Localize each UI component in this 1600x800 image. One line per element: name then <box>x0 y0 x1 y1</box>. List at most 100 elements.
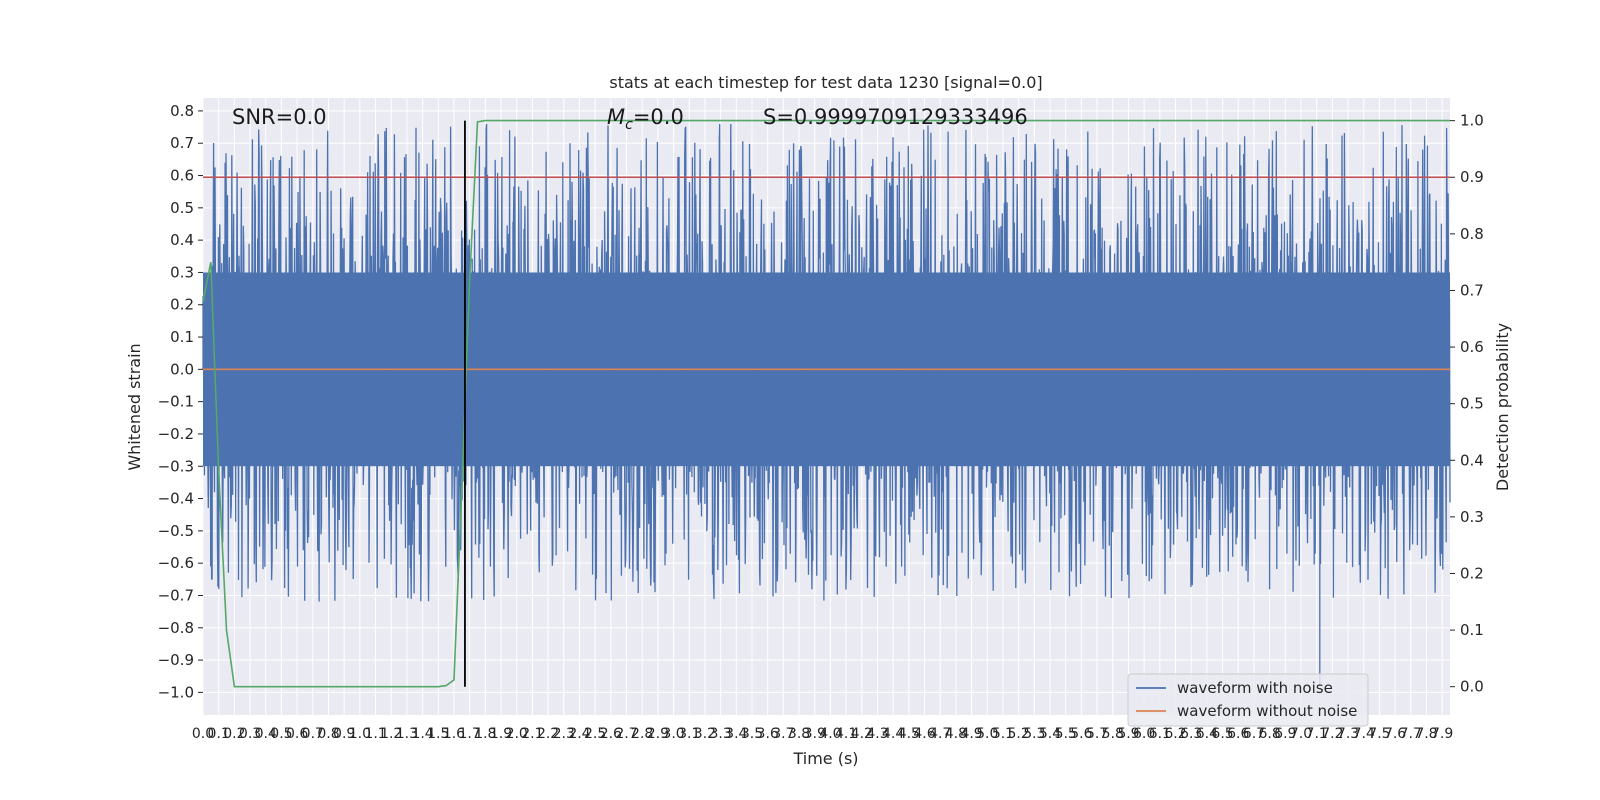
x-tick-label: 0.5 <box>270 726 292 742</box>
x-tick-label: 0.6 <box>286 726 308 742</box>
y-tick-label: 0.0 <box>170 360 194 378</box>
x-tick-label: 6.2 <box>1164 726 1186 742</box>
x-tick-label: 1.3 <box>396 726 418 742</box>
x-tick-label: 6.7 <box>1243 726 1265 742</box>
y2-tick-label: 0.3 <box>1460 508 1484 526</box>
x-tick-label: 1.7 <box>459 726 481 742</box>
x-tick-label: 5.5 <box>1055 726 1077 742</box>
x-tick-label: 6.5 <box>1211 726 1233 742</box>
x-tick-label: 2.5 <box>584 726 606 742</box>
x-tick-label: 1.9 <box>490 726 512 742</box>
chirp-mass-symbol: M <box>607 105 625 129</box>
x-tick-label: 7.9 <box>1431 726 1453 742</box>
x-tick-label: 0.1 <box>208 726 230 742</box>
x-tick-label: 1.5 <box>427 726 449 742</box>
y-tick-label: −0.6 <box>158 554 194 572</box>
x-tick-label: 7.5 <box>1368 726 1390 742</box>
y2-tick-label: 0.5 <box>1460 395 1484 413</box>
x-tick-label: 2.3 <box>553 726 575 742</box>
x-tick-label: 4.1 <box>835 726 857 742</box>
x-tick-label: 2.0 <box>506 726 528 742</box>
legend-label-waveform-without-noise: waveform without noise <box>1177 702 1357 720</box>
y-tick-label: −0.2 <box>158 425 194 443</box>
x-tick-label: 5.6 <box>1070 726 1092 742</box>
x-tick-label: 7.7 <box>1400 726 1422 742</box>
y-tick-label: 0.8 <box>170 102 194 120</box>
y2-tick-label: 0.9 <box>1460 168 1484 186</box>
y2-tick-label: 0.2 <box>1460 564 1484 582</box>
x-tick-label: 5.2 <box>1008 726 1030 742</box>
y2-tick-label: 0.4 <box>1460 451 1484 469</box>
x-tick-label: 4.0 <box>819 726 841 742</box>
x-tick-label: 7.2 <box>1321 726 1343 742</box>
x-tick-label: 6.3 <box>1180 726 1202 742</box>
x-tick-label: 7.3 <box>1337 726 1359 742</box>
x-tick-label: 2.1 <box>521 726 543 742</box>
y-tick-label: −0.3 <box>158 457 194 475</box>
x-tick-label: 2.9 <box>647 726 669 742</box>
x-axis-ticks: 0.00.10.20.30.40.50.60.70.80.91.01.11.21… <box>192 726 1453 742</box>
x-tick-label: 0.7 <box>302 726 324 742</box>
x-tick-label: 1.2 <box>380 726 402 742</box>
x-tick-label: 6.6 <box>1227 726 1249 742</box>
y2-tick-label: 1.0 <box>1460 112 1484 130</box>
y2-tick-label: 0.0 <box>1460 678 1484 696</box>
x-tick-label: 7.8 <box>1415 726 1437 742</box>
x-tick-label: 3.5 <box>741 726 763 742</box>
x-tick-label: 1.0 <box>349 726 371 742</box>
x-tick-label: 3.8 <box>788 726 810 742</box>
x-tick-label: 4.8 <box>945 726 967 742</box>
x-tick-label: 4.6 <box>913 726 935 742</box>
legend-box <box>1127 673 1369 727</box>
x-tick-label: 6.4 <box>1196 726 1218 742</box>
x-tick-label: 4.5 <box>898 726 920 742</box>
x-axis-label: Time (s) <box>792 749 858 768</box>
y-tick-label: −0.5 <box>158 522 194 540</box>
y-tick-label: 0.2 <box>170 296 194 314</box>
x-tick-label: 0.8 <box>317 726 339 742</box>
x-tick-label: 5.4 <box>1039 726 1061 742</box>
x-tick-label: 3.2 <box>694 726 716 742</box>
x-tick-label: 4.4 <box>882 726 904 742</box>
y2-tick-label: 0.8 <box>1460 225 1484 243</box>
y2-axis-ticks: 0.0 0.1 0.2 0.3 0.4 0.5 0.6 0.7 0.8 0.9 1.0 <box>1450 112 1484 696</box>
x-tick-label: 1.1 <box>364 726 386 742</box>
x-tick-label: 0.0 <box>192 726 214 742</box>
x-tick-label: 6.1 <box>1149 726 1171 742</box>
y-tick-label: 0.7 <box>170 134 194 152</box>
x-tick-label: 5.0 <box>976 726 998 742</box>
y-tick-label: −0.9 <box>158 651 194 669</box>
y2-tick-label: 0.6 <box>1460 338 1484 356</box>
x-tick-label: 4.3 <box>866 726 888 742</box>
y-tick-label: −1.0 <box>158 683 194 701</box>
chirp-mass-subscript: c <box>625 117 633 133</box>
y-tick-label: 0.3 <box>170 263 194 281</box>
x-tick-label: 3.3 <box>709 726 731 742</box>
x-tick-label: 0.2 <box>223 726 245 742</box>
x-tick-label: 3.6 <box>757 726 779 742</box>
chirp-mass-value: =0.0 <box>633 105 684 129</box>
x-tick-label: 2.8 <box>631 726 653 742</box>
chirp-mass-annotation: Mc=0.0 <box>607 105 684 133</box>
x-tick-label: 2.6 <box>600 726 622 742</box>
x-tick-label: 6.0 <box>1133 726 1155 742</box>
y-tick-label: 0.4 <box>170 231 194 249</box>
x-tick-label: 2.7 <box>615 726 637 742</box>
y-tick-label: −0.4 <box>158 490 194 508</box>
y2-tick-label: 0.1 <box>1460 621 1484 639</box>
x-tick-label: 5.7 <box>1086 726 1108 742</box>
x-tick-label: 1.8 <box>474 726 496 742</box>
snr-annotation: SNR=0.0 <box>232 105 327 129</box>
x-tick-label: 7.0 <box>1290 726 1312 742</box>
y2-axis-label: Detection probability <box>1493 323 1512 491</box>
x-tick-label: 0.3 <box>239 726 261 742</box>
y-tick-label: −0.1 <box>158 393 194 411</box>
y-axis-label: Whitened strain <box>125 343 144 470</box>
y-tick-label: −0.7 <box>158 586 194 604</box>
score-annotation: S=0.9999709129333496 <box>763 105 1028 129</box>
series-detection-probability <box>202 119 1450 688</box>
x-tick-label: 4.2 <box>851 726 873 742</box>
x-tick-label: 1.4 <box>411 726 433 742</box>
x-tick-label: 3.7 <box>772 726 794 742</box>
